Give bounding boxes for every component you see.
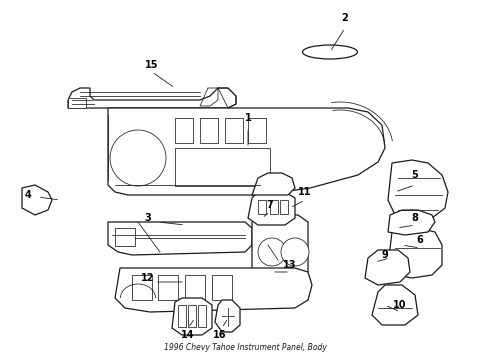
Circle shape <box>258 238 286 266</box>
Polygon shape <box>248 192 295 225</box>
Text: 5: 5 <box>412 170 418 180</box>
Text: 7: 7 <box>267 200 273 210</box>
Polygon shape <box>172 298 212 335</box>
Bar <box>68 98 86 108</box>
Bar <box>185 275 205 300</box>
Text: 2: 2 <box>342 13 348 23</box>
Bar <box>212 275 232 300</box>
Polygon shape <box>388 210 435 235</box>
Bar <box>115 228 135 246</box>
Text: 1: 1 <box>245 113 251 123</box>
Text: 6: 6 <box>416 235 423 245</box>
Text: 14: 14 <box>181 330 195 340</box>
Circle shape <box>110 130 166 186</box>
Bar <box>132 275 152 300</box>
Bar <box>225 118 243 143</box>
Text: 15: 15 <box>145 60 159 70</box>
Polygon shape <box>115 268 312 312</box>
Polygon shape <box>108 108 385 195</box>
Polygon shape <box>22 185 52 215</box>
Polygon shape <box>388 160 448 220</box>
Text: 13: 13 <box>283 260 297 270</box>
Bar <box>175 148 270 186</box>
Text: 3: 3 <box>145 213 151 223</box>
Polygon shape <box>215 300 240 332</box>
Text: 9: 9 <box>382 250 389 260</box>
Polygon shape <box>365 250 410 285</box>
Bar <box>188 305 196 327</box>
Text: 4: 4 <box>24 190 31 200</box>
Bar <box>178 305 186 327</box>
Text: 10: 10 <box>393 300 407 310</box>
Polygon shape <box>68 88 236 108</box>
Polygon shape <box>388 228 442 278</box>
Text: 1996 Chevy Tahoe Instrument Panel, Body: 1996 Chevy Tahoe Instrument Panel, Body <box>164 343 326 352</box>
Text: 11: 11 <box>298 187 312 197</box>
Bar <box>198 305 206 327</box>
Bar <box>200 118 218 143</box>
Bar <box>158 275 178 300</box>
Polygon shape <box>252 215 308 288</box>
Text: 12: 12 <box>141 273 155 283</box>
Text: 8: 8 <box>412 213 418 223</box>
Bar <box>280 200 288 214</box>
Polygon shape <box>252 173 295 195</box>
Polygon shape <box>372 285 418 325</box>
Text: 16: 16 <box>213 330 227 340</box>
Bar <box>175 118 193 143</box>
Bar <box>258 200 266 214</box>
Bar <box>270 200 278 214</box>
Bar <box>248 118 266 143</box>
Polygon shape <box>108 222 252 255</box>
Circle shape <box>281 238 309 266</box>
